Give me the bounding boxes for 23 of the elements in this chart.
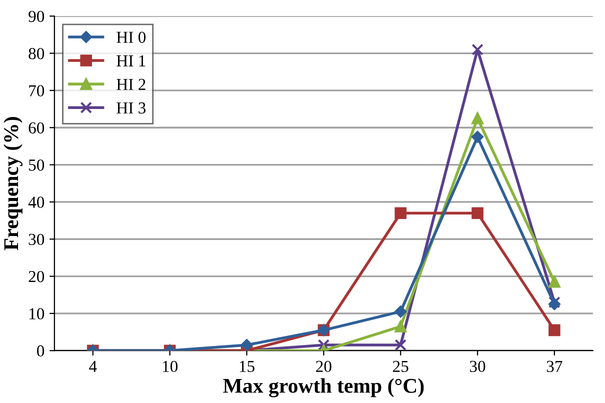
y-tick-label: 70 <box>29 85 44 96</box>
y-tick-label: 30 <box>28 234 44 246</box>
y-tick-label: 80 <box>28 48 44 60</box>
y-tick-label: 40 <box>28 196 44 208</box>
y-tick-label: 20 <box>28 270 44 282</box>
legend-label: HI 0 <box>116 32 146 43</box>
x-tick-label: 30 <box>470 360 486 372</box>
x-tick-label: 25 <box>392 360 408 372</box>
x-tick-label: 20 <box>316 360 332 372</box>
x-tick-label: 4 <box>89 360 97 372</box>
legend-label: HI 3 <box>116 102 146 114</box>
y-tick-label: 0 <box>37 345 44 357</box>
y-tick-label: 50 <box>29 159 44 171</box>
y-tick-label: 10 <box>30 308 44 320</box>
y-tick-label: 90 <box>28 10 44 22</box>
x-tick-label: 15 <box>240 360 254 372</box>
x-tick-label: 10 <box>162 360 178 372</box>
legend-label: HI 2 <box>116 78 146 90</box>
x-tick-label: 37 <box>546 360 562 372</box>
y-axis-title: Frequency (%) <box>4 117 23 250</box>
x-axis-title: Max growth temp (°C) <box>223 378 424 398</box>
y-tick-label: 60 <box>28 122 44 134</box>
legend-label: HI 1 <box>116 55 146 66</box>
